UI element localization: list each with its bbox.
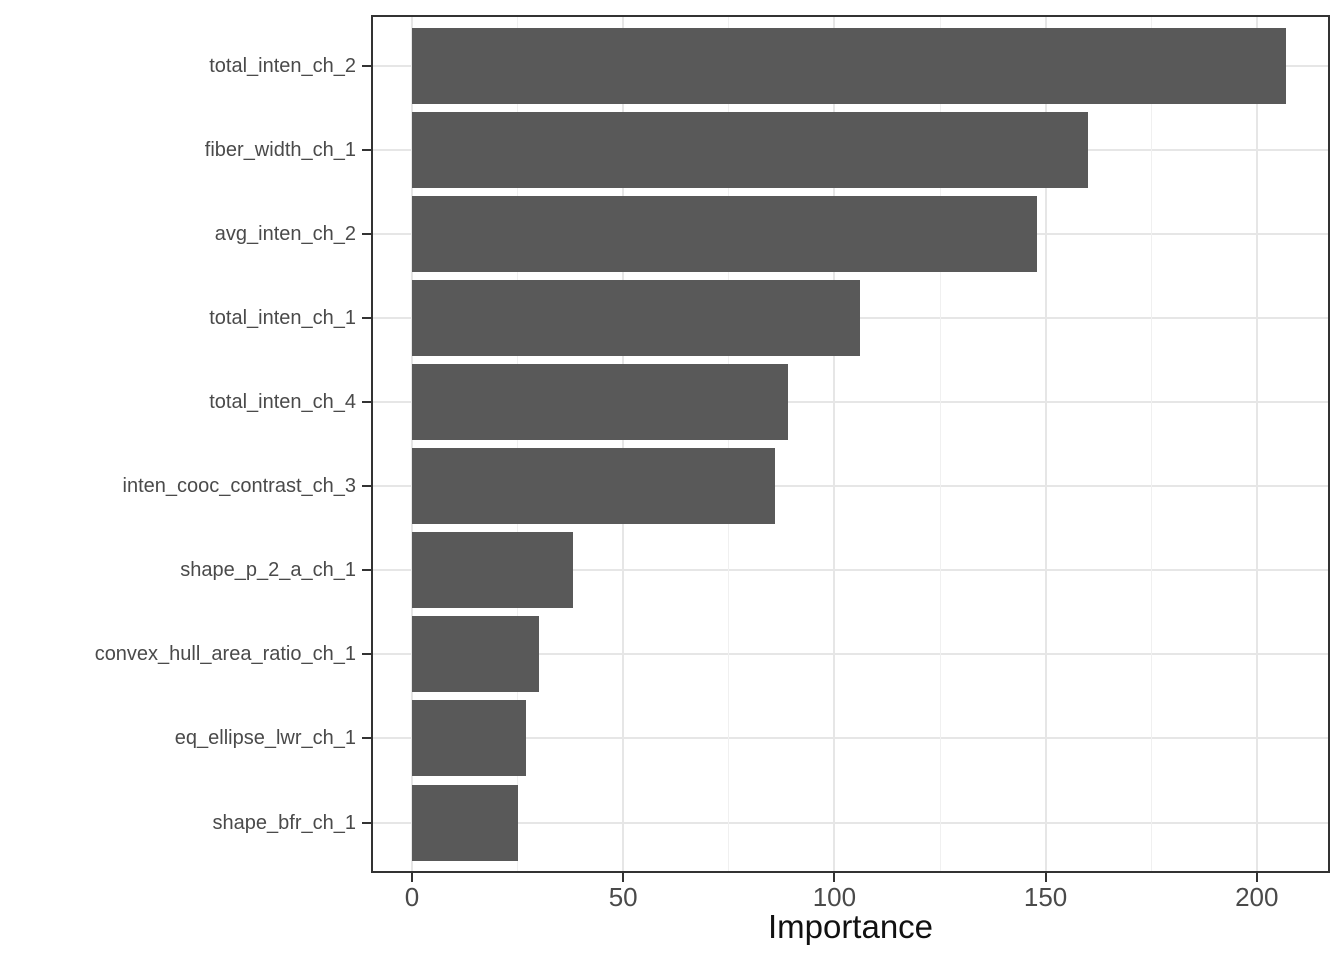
x-axis-tick xyxy=(1255,873,1258,882)
bar-eq_ellipse_lwr_ch_1 xyxy=(412,700,527,777)
gridline-horizontal-major xyxy=(371,653,1330,656)
gridline-vertical-major xyxy=(411,15,413,873)
bar-shape_p_2_a_ch_1 xyxy=(412,532,573,609)
x-axis-tick xyxy=(1044,873,1047,882)
x-axis-tick-label: 150 xyxy=(1023,882,1068,912)
y-axis-label: total_inten_ch_1 xyxy=(209,306,356,329)
y-axis-label: fiber_width_ch_1 xyxy=(204,138,356,161)
x-axis-tick-label: 50 xyxy=(608,882,638,912)
x-axis-tick xyxy=(622,873,625,882)
bar-convex_hull_area_ratio_ch_1 xyxy=(412,616,539,693)
gridline-horizontal-major xyxy=(371,400,1330,403)
bar-inten_cooc_contrast_ch_3 xyxy=(412,448,776,525)
gridline-vertical-minor xyxy=(728,15,730,873)
gridline-horizontal-major xyxy=(371,737,1330,740)
y-axis-label: shape_p_2_a_ch_1 xyxy=(180,559,356,582)
y-axis-tick xyxy=(362,148,371,151)
bar-shape_bfr_ch_1 xyxy=(412,784,518,861)
bar-total_inten_ch_2 xyxy=(412,27,1287,104)
gridline-vertical-minor xyxy=(939,15,941,873)
y-axis-tick xyxy=(362,316,371,319)
bar-total_inten_ch_4 xyxy=(412,363,788,440)
y-axis-tick xyxy=(362,821,371,824)
x-axis-title: Importance xyxy=(767,908,934,945)
y-axis-label: convex_hull_area_ratio_ch_1 xyxy=(94,643,356,666)
bar-fiber_width_ch_1 xyxy=(412,111,1088,188)
gridline-horizontal-major xyxy=(371,485,1330,488)
y-axis-label: shape_bfr_ch_1 xyxy=(212,811,356,834)
x-axis-tick-label: 100 xyxy=(812,882,857,912)
y-axis-label: avg_inten_ch_2 xyxy=(214,222,356,245)
gridline-horizontal-major xyxy=(371,569,1330,572)
y-axis-tick xyxy=(362,485,371,488)
x-axis-tick-label: 0 xyxy=(404,882,420,912)
y-axis-label: total_inten_ch_4 xyxy=(209,390,356,413)
y-axis-label: total_inten_ch_2 xyxy=(209,54,356,77)
x-axis-tick-label: 200 xyxy=(1235,882,1279,912)
gridline-vertical-minor xyxy=(1150,15,1152,873)
gridline-vertical-major xyxy=(622,15,625,873)
bar-total_inten_ch_1 xyxy=(412,279,860,356)
gridline-vertical-major xyxy=(1044,15,1047,873)
gridline-vertical-minor xyxy=(517,15,519,873)
x-axis-tick xyxy=(833,873,836,882)
bar-avg_inten_ch_2 xyxy=(412,195,1038,272)
y-axis-label: inten_cooc_contrast_ch_3 xyxy=(122,475,357,498)
y-axis-tick xyxy=(362,232,371,235)
y-axis-tick xyxy=(362,400,371,403)
gridline-vertical-major xyxy=(833,15,836,873)
y-axis-label: eq_ellipse_lwr_ch_1 xyxy=(174,727,356,750)
x-axis-tick xyxy=(411,873,413,882)
plot-panel xyxy=(371,15,1330,873)
y-axis-tick xyxy=(362,64,371,67)
y-axis-tick xyxy=(362,569,371,572)
y-axis-tick xyxy=(362,737,371,740)
gridline-horizontal-major xyxy=(371,821,1330,824)
y-axis-tick xyxy=(362,653,371,656)
gridline-vertical-major xyxy=(1255,15,1258,873)
